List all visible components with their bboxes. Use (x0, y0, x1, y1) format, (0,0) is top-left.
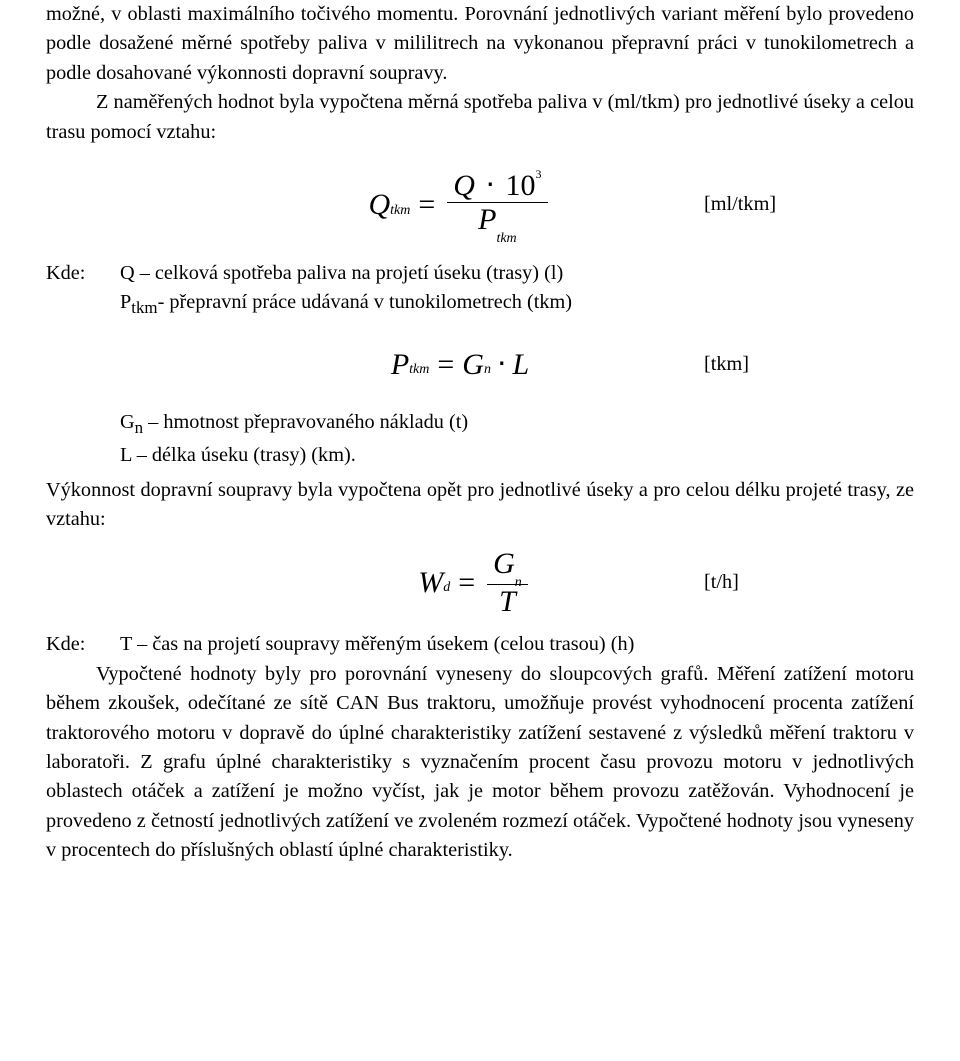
kde2-text: T – čas na projetí soupravy měřeným úsek… (120, 630, 634, 659)
formula-wd: Wd = Gn T (418, 547, 532, 618)
gn-text: – hmotnost přepravovaného nákladu (t) (143, 411, 468, 433)
paragraph-intro: možné, v oblasti maximálního točivého mo… (46, 0, 914, 88)
unit-tkm: [tkm] (704, 350, 914, 379)
fraction: Q ⋅ 103 Ptkm (447, 169, 547, 240)
sub-tkm-inline: tkm (131, 298, 157, 317)
denominator-wd: T (493, 585, 522, 618)
var-q-num: Q (453, 169, 475, 202)
equals-sign-2: = (437, 343, 454, 387)
kde1-b: Ptkm- přepravní práce udávaná v tunokilo… (120, 288, 572, 321)
sub-n: n (484, 360, 491, 380)
denominator: Ptkm (472, 203, 523, 240)
kde-block-2: Kde: T – čas na projetí soupravy měřeným… (46, 630, 914, 659)
ten: 10 (506, 169, 536, 202)
equals-sign: = (418, 183, 435, 227)
var-g: G (462, 343, 484, 387)
equals-sign-3: = (458, 561, 475, 605)
numerator: Q ⋅ 103 (447, 169, 547, 202)
gn-block: Gn – hmotnost přepravovaného nákladu (t)… (46, 408, 914, 470)
var-p-lhs: P (391, 343, 409, 387)
paragraph-method: Z naměřených hodnot byla vypočtena měrná… (46, 88, 914, 147)
sub-tkm: tkm (390, 201, 410, 221)
var-w: W (418, 561, 443, 605)
unit-th: [t/h] (704, 568, 914, 597)
formula-qtkm: Qtkm = Q ⋅ 103 Ptkm (368, 169, 551, 240)
var-t-den: T (499, 585, 516, 618)
kde1-b-text: - přepravní práce udávaná v tunokilometr… (158, 291, 572, 313)
unit-mltkm: [ml/tkm] (704, 190, 914, 219)
formula-wd-row: Wd = Gn T [t/h] (46, 547, 914, 618)
kde-label: Kde: (46, 259, 120, 288)
var-p-den: P (478, 203, 496, 236)
paragraph-results: Vypočtené hodnoty byly pro porovnání vyn… (46, 660, 914, 866)
formula-ptkm: Ptkm = Gn ⋅ L (391, 343, 529, 387)
sub-n-num: n (515, 575, 522, 590)
sub-tkm-lhs: tkm (409, 360, 429, 380)
sub-d: d (443, 578, 450, 598)
var-p: P (120, 291, 131, 313)
fraction-wd: Gn T (487, 547, 528, 618)
kde-block-1: Kde: Q – celková spotřeba paliva na proj… (46, 259, 914, 321)
formula-qtkm-row: Qtkm = Q ⋅ 103 Ptkm [ml/tkm] (46, 169, 914, 240)
var-g-inline: G (120, 411, 135, 433)
times-op-2: ⋅ (497, 343, 507, 387)
var-g-num: G (493, 547, 515, 580)
l-line: L – délka úseku (trasy) (km). (120, 441, 914, 470)
times-op: ⋅ (485, 169, 495, 202)
paragraph-wd: Výkonnost dopravní soupravy byla vypočte… (46, 476, 914, 535)
var-l: L (513, 343, 530, 387)
sub-tkm-den: tkm (496, 231, 516, 246)
superscript-3: 3 (536, 167, 542, 181)
numerator-wd: Gn (487, 547, 528, 584)
formula-ptkm-row: Ptkm = Gn ⋅ L [tkm] (46, 343, 914, 387)
kde-label-2: Kde: (46, 630, 120, 659)
kde1-a: Q – celková spotřeba paliva na projetí ú… (120, 259, 572, 288)
sub-n-inline: n (135, 418, 143, 437)
gn-line: Gn – hmotnost přepravovaného nákladu (t) (120, 408, 914, 441)
var-q: Q (368, 183, 390, 227)
